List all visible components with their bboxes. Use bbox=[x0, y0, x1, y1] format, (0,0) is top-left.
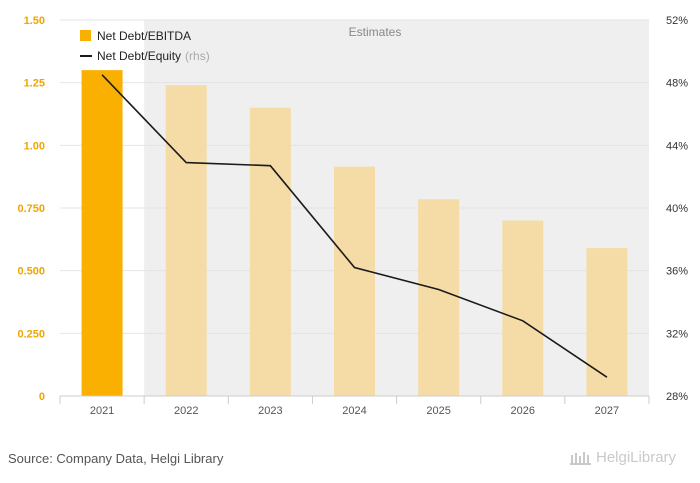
estimates-label: Estimates bbox=[349, 25, 402, 39]
x-tick-label: 2021 bbox=[90, 405, 114, 417]
legend-label-rhs: (rhs) bbox=[185, 49, 210, 63]
left-tick-label: 0 bbox=[39, 391, 45, 403]
library-icon bbox=[570, 451, 591, 465]
legend-swatch-net-debt-ebitda bbox=[80, 30, 91, 41]
logo-text: HelgiLibrary bbox=[596, 449, 677, 466]
x-tick-label: 2025 bbox=[426, 405, 450, 417]
right-tick-label: 48% bbox=[666, 78, 688, 90]
x-tick-label: 2024 bbox=[342, 405, 366, 417]
left-tick-label: 1.25 bbox=[24, 78, 45, 90]
bar-2026[interactable] bbox=[502, 220, 544, 396]
left-tick-label: 0.750 bbox=[17, 203, 45, 215]
bar-2025[interactable] bbox=[418, 199, 460, 396]
source-note: Source: Company Data, Helgi Library bbox=[8, 451, 224, 466]
left-tick-label: 1.50 bbox=[24, 15, 45, 27]
x-tick-label: 2027 bbox=[595, 405, 619, 417]
left-tick-label: 1.00 bbox=[24, 140, 45, 152]
legend-label-net-debt-ebitda[interactable]: Net Debt/EBITDA bbox=[97, 29, 191, 43]
left-tick-label: 0.250 bbox=[17, 328, 45, 340]
x-tick-label: 2023 bbox=[258, 405, 282, 417]
helgi-library-logo[interactable]: HelgiLibrary bbox=[570, 449, 676, 466]
right-tick-label: 52% bbox=[666, 15, 688, 27]
bar-2027[interactable] bbox=[586, 248, 628, 396]
bar-2022[interactable] bbox=[165, 85, 207, 396]
legend-label-net-debt-equity[interactable]: Net Debt/Equity (rhs) bbox=[97, 49, 210, 63]
left-tick-label: 0.500 bbox=[17, 266, 45, 278]
bar-2023[interactable] bbox=[249, 107, 291, 396]
legend-label-net-debt-equity-name: Net Debt/Equity bbox=[97, 49, 181, 63]
right-tick-label: 28% bbox=[666, 391, 688, 403]
right-tick-label: 44% bbox=[666, 140, 688, 152]
right-tick-label: 36% bbox=[666, 266, 688, 278]
right-tick-label: 40% bbox=[666, 203, 688, 215]
bar-2024[interactable] bbox=[334, 166, 375, 396]
bar-2021[interactable] bbox=[81, 70, 123, 396]
x-tick-label: 2026 bbox=[511, 405, 535, 417]
right-tick-label: 32% bbox=[666, 328, 688, 340]
x-tick-label: 2022 bbox=[174, 405, 198, 417]
